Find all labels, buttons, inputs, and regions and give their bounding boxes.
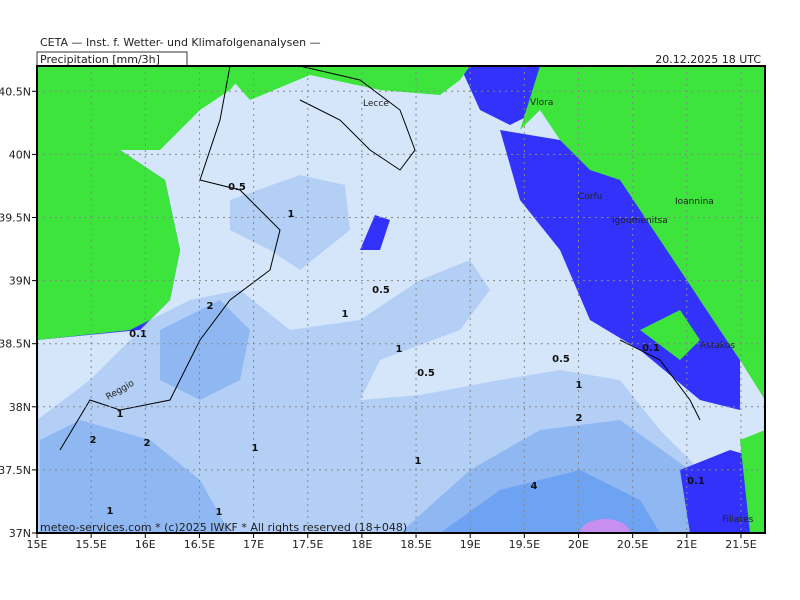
latitude-label: 37N [9,527,31,540]
contour-label: 0.1 [687,476,705,487]
contour-label: 1 [288,209,295,220]
contour-label: 1 [216,507,223,518]
contour-label: 2 [207,301,214,312]
longitude-label: 15.5E [75,538,106,551]
map-frame [36,65,766,534]
contour-label: 2 [90,435,97,446]
contour-label: 0.5 [552,354,570,365]
footer: meteo-services.com * (c)2025 IWKF * All … [40,521,407,534]
contour-label: 1 [107,506,114,517]
latitude-label: 39.5N [0,212,31,225]
longitude-label: 17E [243,538,264,551]
contour-label: 1 [576,380,583,391]
contour-label: 0.1 [642,343,660,354]
contour-label: 4 [531,481,538,492]
latitude-label: 40.5N [0,85,31,98]
header-time: 20.12.2025 18 UTC [655,53,761,66]
contour-label: 1 [342,309,349,320]
longitude-label: 20.5E [617,538,648,551]
longitude-label: 15E [27,538,48,551]
place-name: Ioannina [675,197,714,207]
place-name: Vlora [530,98,553,108]
contour-label: 1 [396,344,403,355]
contour-label: 0.1 [129,329,147,340]
latitude-label: 38.5N [0,338,31,351]
place-name: Filiates [722,515,754,525]
contour-label: 1 [252,443,259,454]
header-institute: CETA — Inst. f. Wetter- und Klimafolgena… [40,36,321,49]
contour-label: 0.5 [372,285,390,296]
contour-label: 2 [144,438,151,449]
place-name: Igoumenitsa [612,216,668,226]
longitude-label: 21.5E [725,538,756,551]
longitude-label: 19E [460,538,481,551]
longitude-label: 17.5E [292,538,323,551]
longitude-label: 16E [135,538,156,551]
latitude-label: 37.5N [0,464,31,477]
longitude-label: 21E [676,538,697,551]
longitude-label: 19.5E [509,538,540,551]
longitude-label: 18.5E [400,538,431,551]
longitude-label: 20E [568,538,589,551]
longitude-label: 16.5E [184,538,215,551]
contour-label: 2 [576,413,583,424]
place-name: Astakos [700,341,735,351]
contour-label: 1 [117,409,124,420]
place-name: Lecce [363,99,389,109]
place-name: Corfu [578,192,602,202]
contour-label: 0.5 [417,368,435,379]
contour-label: 1 [415,456,422,467]
header-product: Precipitation [mm/3h] [40,53,160,66]
latitude-label: 39N [9,275,31,288]
latitude-label: 38N [9,401,31,414]
longitude-label: 18E [351,538,372,551]
contour-label: 0.5 [228,182,246,193]
map-area: 0.5 1 0.5 1 1 0.5 2 0.1 1 2 2 1 1 0.5 1 2 4 0.1 1 1 0.1 Lecce… [37,66,765,534]
latitude-label: 40N [9,148,31,161]
